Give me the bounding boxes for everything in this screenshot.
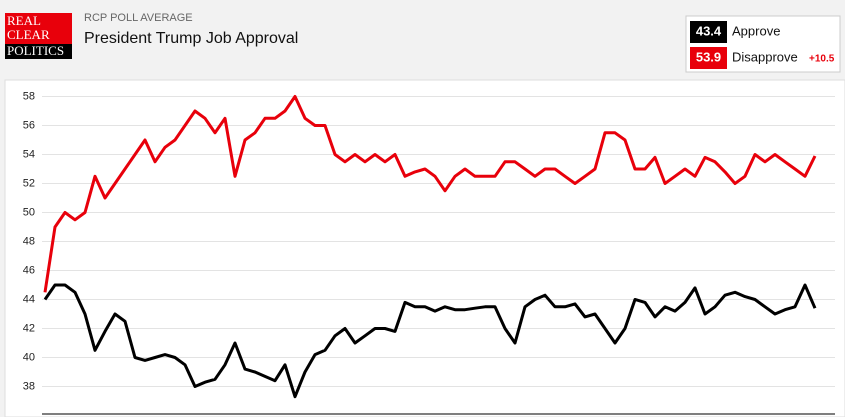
legend-label: Disapprove	[732, 49, 798, 64]
legend-swatch	[690, 21, 727, 43]
legend-swatch	[690, 47, 727, 69]
legend-label: Approve	[732, 23, 780, 38]
series-line	[43, 283, 817, 399]
spread: +10.5	[809, 54, 835, 65]
y-tick-label: 40	[23, 351, 35, 363]
y-tick-label: 42	[23, 322, 35, 334]
plot-area	[4, 79, 845, 417]
chart-title: President Trump Job Approval	[84, 30, 298, 47]
legend-value: 53.9	[696, 49, 721, 64]
legend-value: 43.4	[696, 23, 722, 38]
y-tick-label: 38	[23, 380, 35, 392]
logo-text: POLITICS	[7, 43, 64, 58]
logo-text: CLEAR	[7, 27, 50, 42]
kicker: RCP POLL AVERAGE	[84, 12, 193, 24]
y-tick-label: 50	[23, 206, 35, 218]
y-tick-label: 58	[23, 90, 35, 102]
y-tick-label: 46	[23, 264, 35, 276]
logo-text: REAL	[7, 13, 41, 28]
series-line	[43, 95, 817, 293]
y-tick-label: 48	[23, 235, 35, 247]
y-tick-label: 52	[23, 177, 35, 189]
y-tick-label: 54	[23, 148, 35, 160]
y-tick-label: 44	[23, 293, 35, 305]
logo-band	[5, 44, 72, 59]
y-tick-label: 56	[23, 119, 35, 131]
